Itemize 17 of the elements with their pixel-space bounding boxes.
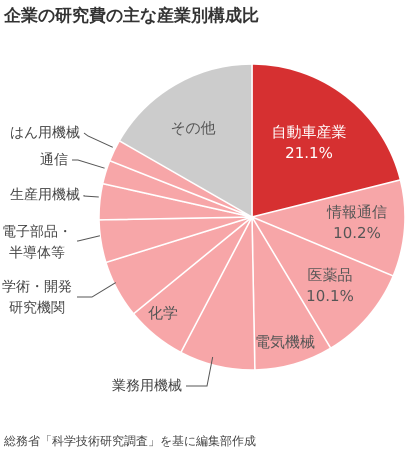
slice-label: 医薬品 <box>308 266 352 284</box>
slice-label: 電気機械 <box>255 333 315 351</box>
chart-title: 企業の研究費の主な産業別構成比 <box>4 5 259 27</box>
slice-label: 電子部品・半導体等 <box>2 224 72 261</box>
data-label: 10.1% <box>306 287 354 305</box>
slice-label: 業務用機械 <box>112 378 182 394</box>
slice-label: 化学 <box>148 304 178 322</box>
slice-label: 学術・開発研究機関 <box>2 279 72 316</box>
slice-label: 通信 <box>40 152 68 168</box>
slice-label: はん用機械 <box>10 125 80 141</box>
data-label: 21.1% <box>285 144 333 162</box>
data-label: 10.2% <box>333 224 381 242</box>
slice-label: 情報通信 <box>326 203 387 221</box>
slice-label: その他 <box>170 119 216 137</box>
slice-label: 生産用機械 <box>10 187 80 203</box>
text: 総務省「科学技術研究調査」を基に編集部作成 <box>4 433 256 450</box>
slice-label: 自動車産業 <box>272 123 346 141</box>
